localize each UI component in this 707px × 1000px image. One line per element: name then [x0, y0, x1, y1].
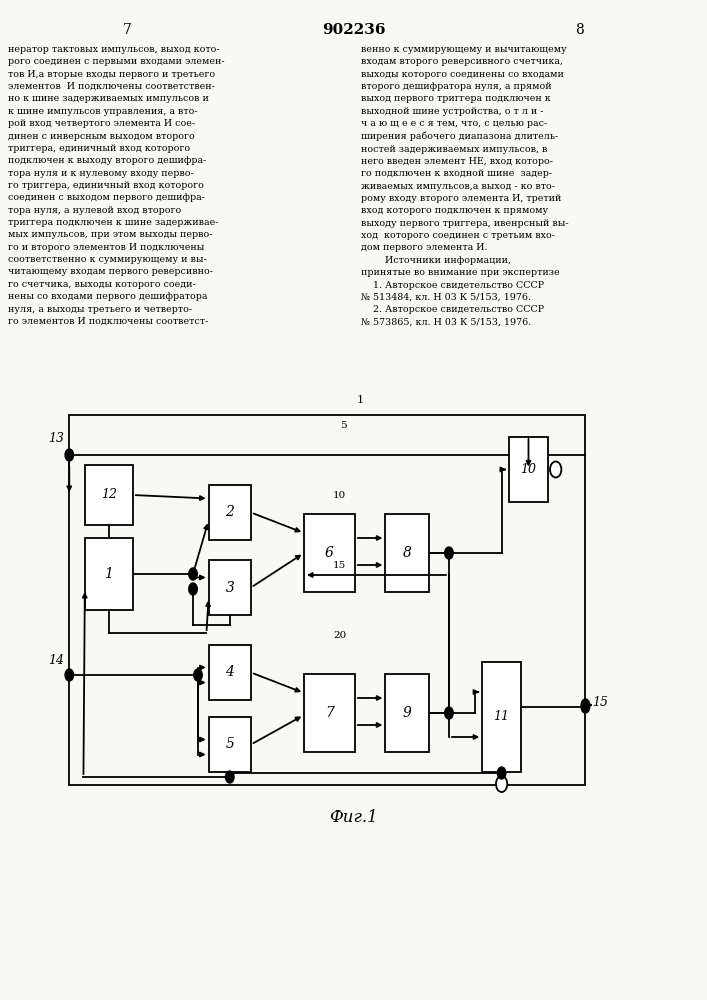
- Text: 15: 15: [592, 696, 609, 710]
- Text: 7: 7: [325, 706, 334, 720]
- Text: 14: 14: [47, 654, 64, 667]
- Text: 10: 10: [333, 490, 346, 499]
- Bar: [209, 717, 251, 772]
- Circle shape: [498, 767, 506, 779]
- Text: нератор тактовых импульсов, выход кото-
рого соединен с первыми входами элемен-
: нератор тактовых импульсов, выход кото- …: [8, 45, 225, 326]
- Text: венно к суммирующему и вычитающему
входам второго реверсивного счетчика,
выходы : венно к суммирующему и вычитающему входа…: [361, 45, 568, 327]
- Bar: [209, 560, 251, 615]
- Circle shape: [581, 699, 590, 711]
- Text: 7: 7: [123, 23, 132, 37]
- Text: 8: 8: [403, 546, 411, 560]
- Bar: [85, 465, 133, 525]
- Bar: [209, 485, 251, 540]
- Text: 4: 4: [226, 666, 234, 680]
- Bar: [69, 415, 585, 785]
- Circle shape: [550, 462, 561, 478]
- Circle shape: [194, 669, 202, 681]
- Text: 8: 8: [575, 23, 584, 37]
- Text: 13: 13: [47, 432, 64, 445]
- Circle shape: [496, 776, 508, 792]
- Circle shape: [581, 701, 590, 713]
- Circle shape: [226, 771, 234, 783]
- Text: 12: 12: [101, 488, 117, 502]
- Circle shape: [189, 583, 197, 595]
- Bar: [304, 514, 355, 592]
- Text: 5: 5: [226, 738, 234, 752]
- Text: 15: 15: [333, 560, 346, 570]
- Circle shape: [189, 568, 197, 580]
- Bar: [209, 645, 251, 700]
- Text: 20: 20: [333, 631, 346, 640]
- Circle shape: [445, 547, 453, 559]
- Bar: [385, 514, 429, 592]
- Text: 10: 10: [520, 463, 537, 476]
- Text: Фиг.1: Фиг.1: [329, 810, 378, 826]
- Text: 902236: 902236: [322, 23, 385, 37]
- Bar: [85, 538, 133, 610]
- Text: 3: 3: [226, 580, 234, 594]
- Text: 9: 9: [403, 706, 411, 720]
- Text: 5: 5: [340, 420, 346, 430]
- Text: 1: 1: [105, 567, 113, 581]
- Bar: [385, 674, 429, 752]
- Bar: [304, 674, 355, 752]
- Circle shape: [65, 669, 74, 681]
- Text: 11: 11: [493, 710, 510, 723]
- Bar: [509, 437, 548, 502]
- Text: 6: 6: [325, 546, 334, 560]
- Circle shape: [445, 707, 453, 719]
- Text: 1: 1: [357, 395, 364, 405]
- Bar: [482, 662, 521, 772]
- Circle shape: [65, 449, 74, 461]
- Text: 2: 2: [226, 505, 234, 519]
